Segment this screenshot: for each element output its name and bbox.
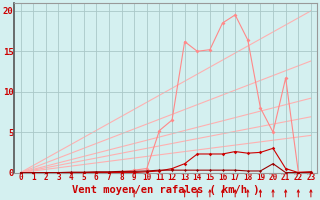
- X-axis label: Vent moyen/en rafales ( km/h ): Vent moyen/en rafales ( km/h ): [72, 185, 260, 195]
